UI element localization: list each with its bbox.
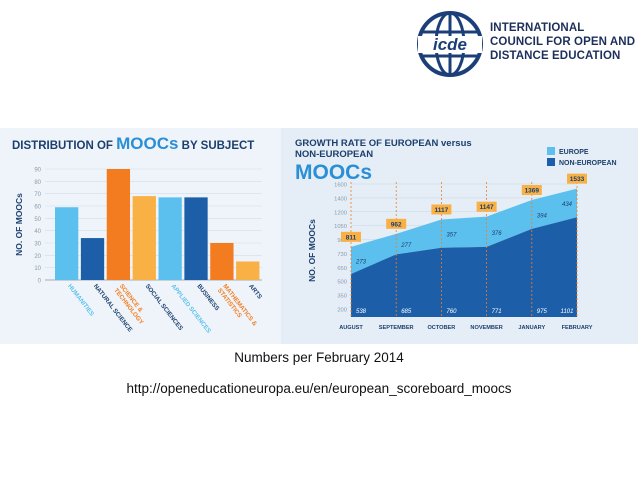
bar-3 [132,196,156,280]
total-label-box [567,173,587,184]
mooc-infographic: DISTRIBUTION OF MOOCs BY SUBJECT NO. OF M… [0,128,638,344]
non-european-value-label: 771 [492,309,502,315]
org-name: INTERNATIONAL COUNCIL FOR OPEN AND DISTA… [490,21,635,63]
growth-area-chart: GROWTH RATE OF EUROPEAN versusNON-EUROPE… [295,138,617,331]
non-european-value-label: 685 [401,309,412,315]
bar-7 [236,261,260,280]
globe-emblem-icon: icde [417,11,483,77]
bar-category-label: ARTS [247,283,263,301]
logo-emblem-text: icde [433,35,467,54]
area-x-tick-label: JANUARY [518,325,545,331]
non-european-value-label: 1101 [561,309,574,315]
icde-logo: icde INTERNATIONAL COUNCIL FOR OPEN AND … [414,10,635,82]
org-name-line-3: DISTANCE EDUCATION [490,50,621,62]
total-label: 1147 [480,204,494,211]
area-chart-title-big: MOOCs [295,161,372,184]
area-x-tick-label: OCTOBER [427,325,455,331]
bar-chart-title: DISTRIBUTION OF MOOCs BY SUBJECT [12,134,254,153]
total-label-box [521,185,542,196]
bar-y-tick-label: 0 [38,279,42,285]
growth-panel: GROWTH RATE OF EUROPEAN versus NON-EUROPE… [281,128,638,344]
total-label: 1117 [435,207,449,214]
bar-4 [158,197,182,280]
area-chart-title-line-1: GROWTH RATE OF EUROPEAN versus [295,138,472,149]
bar-y-tick-label: 30 [34,242,41,248]
area-y-tick-label: 200 [337,308,347,314]
europe-value-label: 434 [562,202,573,208]
org-name-line-2: COUNCIL FOR OPEN AND [490,36,636,48]
bar-y-tick-label: 80 [34,180,41,186]
total-label-box [386,218,407,229]
total-label-box [341,231,361,242]
area-y-axis-label: NO. OF MOOCs [307,219,317,282]
area-y-tick-label: 650 [337,266,347,272]
legend-swatch-0 [547,147,555,155]
bar-1 [80,238,105,280]
area-y-tick-label: 1050 [334,224,347,230]
bar-0 [55,207,79,280]
europe-value-label: 394 [537,213,548,219]
bar-y-tick-label: 40 [34,229,41,235]
bar-6 [210,243,234,280]
area-x-tick-label: AUGUST [339,325,363,331]
total-label: 1369 [525,188,540,195]
area-y-tick-label: 1200 [334,210,347,216]
area-y-tick-label: 500 [337,280,347,286]
area-y-tick-label: 1400 [334,196,347,202]
area-series-non-european [351,217,577,317]
europe-value-label: 273 [355,259,367,265]
bar-y-tick-label: 90 [34,168,41,174]
bar-5 [184,197,208,280]
legend-label-0: EUROPE [559,149,589,156]
bar-2 [106,169,131,280]
bar-category-label: BUSINESS [195,283,220,312]
bar-y-axis-label: NO. OF MOOCs [14,193,24,256]
total-label: 1533 [570,176,585,183]
area-x-tick-label: FEBRUARY [562,325,593,331]
bar-y-tick-label: 50 [34,217,41,223]
total-label: 962 [391,221,402,228]
europe-value-label: 277 [400,243,412,249]
area-y-tick-label: 1600 [334,183,347,189]
area-series-europe [351,188,577,274]
org-name-line-1: INTERNATIONAL [490,22,585,34]
bar-y-tick-label: 20 [34,254,41,260]
total-label-box [431,204,452,215]
non-european-value-label: 760 [446,309,457,315]
bar-y-tick-label: 60 [34,205,41,211]
distribution-bar-chart: DISTRIBUTION OF MOOCs BY SUBJECT NO. OF M… [12,134,263,335]
bar-y-tick-label: 10 [34,266,41,272]
total-label: 811 [346,234,357,241]
area-x-tick-label: NOVEMBER [470,325,502,331]
non-european-value-label: 975 [537,309,548,315]
area-x-tick-label: SEPTEMBER [379,325,414,331]
europe-value-label: 376 [492,231,503,237]
source-url[interactable]: http://openeducationeuropa.eu/en/europea… [126,381,512,396]
bar-y-tick-label: 70 [34,192,41,198]
distribution-panel: DISTRIBUTION OF MOOCs BY SUBJECT NO. OF M… [0,128,280,344]
total-label-box [476,201,497,212]
area-chart-title-line-2: NON-EUROPEAN [295,149,373,160]
bar-category-label: HUMANITIES [66,283,95,318]
europe-value-label: 357 [446,233,457,239]
non-european-value-label: 538 [356,309,367,315]
area-y-tick-label: 730 [337,252,347,258]
legend-label-1: NON-EUROPEAN [559,160,617,167]
date-note: Numbers per February 2014 [234,350,404,365]
area-y-tick-label: 350 [337,294,347,300]
legend-swatch-1 [547,158,555,166]
